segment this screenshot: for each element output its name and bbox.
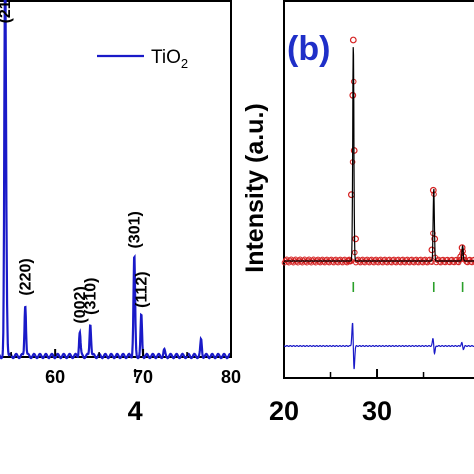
panel-b-calculated-line [284, 47, 474, 262]
x-tick-label-70: 70 [133, 367, 153, 387]
observed-point [472, 259, 474, 265]
b-x-tick-label-4: 4 [128, 396, 143, 426]
legend-label-tio2: TiO2 [151, 47, 188, 71]
peak-label-112: (112) [133, 271, 150, 307]
panel-b-bragg-ticks [352, 282, 464, 292]
observed-point [471, 256, 474, 263]
observed-point [349, 36, 357, 44]
observed-point [428, 246, 436, 254]
panel-a-frame [0, 0, 232, 358]
panel-b-x-ticks: 20 30 4 [128, 369, 425, 426]
peak-label-002: (002) [72, 286, 89, 323]
b-x-tick-label-20: 20 [269, 396, 299, 426]
peak-label-211: (211) [0, 0, 14, 23]
observed-point [348, 191, 355, 199]
panel-b-observed [281, 36, 474, 266]
b-x-tick-label-30: 30 [362, 396, 392, 426]
panel-b: (b) Intensity (a.u.) 20 30 4 [128, 0, 474, 426]
peak-label-220: (220) [17, 258, 34, 295]
peak-label-301: (301) [126, 211, 143, 248]
panel-a-peak-labels: (211) (220) (002)(310) (301) (112) [0, 0, 150, 324]
x-tick-label-80: 80 [221, 367, 241, 387]
observed-point [352, 235, 360, 243]
x-tick-label-60: 60 [45, 367, 65, 387]
panel-b-label: (b) [287, 30, 330, 68]
panel-b-y-axis-label: Intensity (a.u.) [241, 103, 269, 272]
peak-label-310: (310) [82, 277, 99, 314]
panel-a-legend: TiO2 [97, 47, 188, 71]
panel-b-frame [283, 0, 474, 379]
panel-a-tio2-pattern [0, 0, 232, 360]
panel-a: 60 70 80 (211) (220) (002)(310) (301) (112) Ti… [0, 0, 241, 387]
panel-a-x-ticks: 60 70 80 [10, 349, 241, 387]
panel-b-difference-line [283, 322, 474, 370]
legend-label-subscript: 2 [181, 56, 188, 71]
